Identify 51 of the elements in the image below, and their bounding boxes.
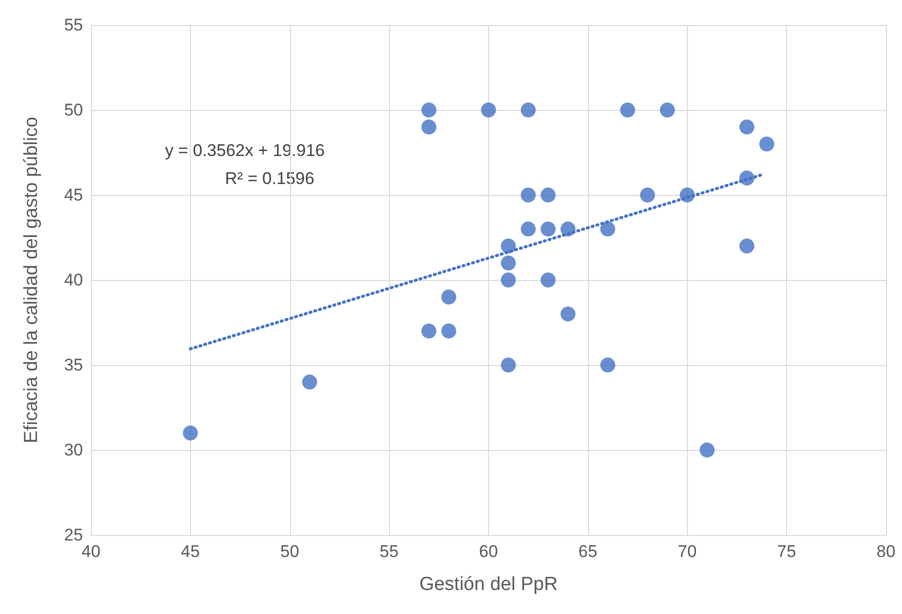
point <box>560 222 576 236</box>
point <box>739 170 754 186</box>
y-tick-label: 30 <box>64 440 83 460</box>
point <box>540 272 556 288</box>
annotation: y = 0.3562x + 19.916 <box>165 141 325 160</box>
point <box>500 238 516 254</box>
point <box>600 222 616 236</box>
x-tick-label: 70 <box>678 542 697 561</box>
x-tick-label: 55 <box>380 542 399 561</box>
x-tick-label: 40 <box>82 542 100 561</box>
point <box>421 324 436 338</box>
annotation: R² = 0.1596 <box>225 169 314 188</box>
y-tick-label: 45 <box>64 186 83 204</box>
point <box>500 272 516 288</box>
point <box>660 102 675 118</box>
y-tick-label: 25 <box>64 526 83 544</box>
point <box>421 102 436 118</box>
point <box>700 442 715 458</box>
point <box>481 102 496 118</box>
x-tick-label: 50 <box>280 542 300 561</box>
point <box>620 102 636 118</box>
point <box>520 102 536 118</box>
point <box>421 120 436 134</box>
point <box>759 136 774 152</box>
point <box>600 358 616 372</box>
x-tick-label: 45 <box>180 542 200 561</box>
x-tick-label: 65 <box>578 542 598 561</box>
point <box>680 188 695 202</box>
point <box>520 188 536 202</box>
point <box>540 188 556 202</box>
point <box>540 222 556 236</box>
y-tick-label: 50 <box>64 100 83 120</box>
y-tick-label: 35 <box>64 356 83 374</box>
y-tick-label: 55 <box>64 16 83 34</box>
point <box>739 238 754 254</box>
point <box>441 324 456 338</box>
y-axis-title: Eficacia de la calidad del gasto público <box>21 116 42 444</box>
point <box>520 222 536 236</box>
y-tick-label: 40 <box>64 270 83 290</box>
x-tick-label: 75 <box>777 542 796 561</box>
x-tick-label: 60 <box>479 542 498 561</box>
point <box>500 358 516 372</box>
x-axis-title: Gestión del PpR <box>419 574 558 595</box>
point <box>739 120 754 134</box>
point <box>302 374 318 390</box>
point <box>640 188 655 202</box>
point <box>182 426 198 440</box>
point <box>500 256 516 270</box>
point <box>560 306 576 322</box>
point <box>441 290 456 304</box>
x-tick-label: 80 <box>876 542 896 561</box>
